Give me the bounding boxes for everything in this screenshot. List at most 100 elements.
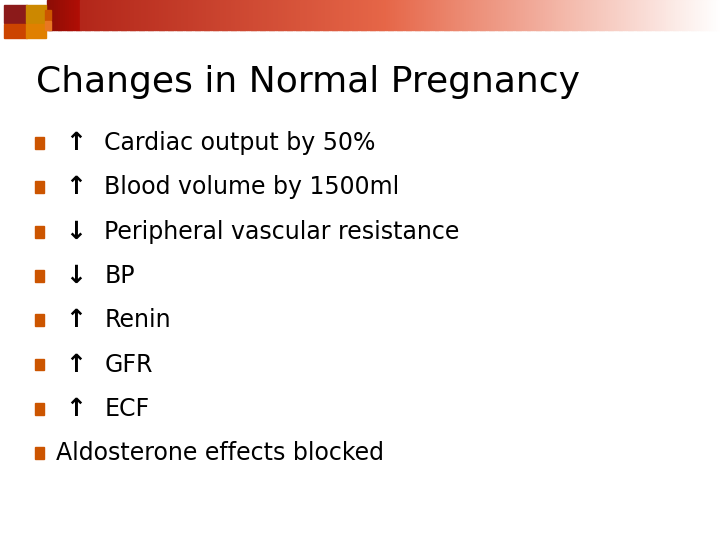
Bar <box>334 0 337 30</box>
Bar <box>545 0 548 30</box>
Bar <box>262 0 265 30</box>
Bar <box>278 0 281 30</box>
Bar <box>217 0 220 30</box>
Bar <box>516 0 518 30</box>
Bar <box>388 0 391 30</box>
Bar <box>392 0 395 30</box>
Bar <box>125 0 128 30</box>
Text: ↑: ↑ <box>65 397 86 421</box>
Bar <box>298 0 301 30</box>
Bar <box>271 0 274 30</box>
Bar <box>678 0 680 30</box>
Bar <box>624 0 626 30</box>
Bar <box>117 0 120 30</box>
Bar <box>485 0 487 30</box>
Bar <box>242 0 245 30</box>
Text: ↑: ↑ <box>65 308 86 332</box>
Bar <box>682 0 685 30</box>
Text: Changes in Normal Pregnancy: Changes in Normal Pregnancy <box>36 65 580 99</box>
Bar <box>354 0 357 30</box>
Bar <box>714 0 716 30</box>
Bar <box>85 0 88 30</box>
Bar <box>670 0 674 30</box>
Bar <box>617 0 620 30</box>
Bar <box>574 0 577 30</box>
Bar <box>238 0 240 30</box>
Bar <box>657 0 660 30</box>
Bar <box>570 0 572 30</box>
Bar <box>435 0 438 30</box>
Bar <box>213 0 216 30</box>
Bar <box>446 0 449 30</box>
Bar <box>258 0 261 30</box>
Bar <box>680 0 683 30</box>
Bar <box>534 0 536 30</box>
Bar <box>173 0 176 30</box>
Bar <box>251 0 254 30</box>
Bar <box>307 0 310 30</box>
Bar <box>143 0 146 30</box>
Bar <box>381 0 384 30</box>
Bar <box>374 0 377 30</box>
Bar <box>361 0 364 30</box>
Bar <box>246 0 250 30</box>
Bar <box>619 0 622 30</box>
Bar <box>518 0 521 30</box>
Bar <box>184 0 186 30</box>
Bar <box>612 0 616 30</box>
Bar <box>328 0 330 30</box>
Bar <box>204 0 207 30</box>
Bar <box>53 0 56 30</box>
Bar <box>310 0 312 30</box>
Bar <box>101 0 104 30</box>
Bar <box>433 0 436 30</box>
Bar <box>529 0 532 30</box>
Bar <box>628 0 631 30</box>
Bar <box>594 0 598 30</box>
Bar <box>547 0 550 30</box>
Bar <box>69 0 72 30</box>
Bar <box>428 0 431 30</box>
Bar <box>615 0 618 30</box>
Bar <box>302 0 305 30</box>
Bar <box>341 0 343 30</box>
Bar <box>421 0 425 30</box>
Bar <box>195 0 198 30</box>
Bar <box>294 0 297 30</box>
Bar <box>610 0 613 30</box>
Bar <box>269 0 272 30</box>
Bar <box>135 0 138 30</box>
Bar <box>244 0 247 30</box>
Bar <box>49 0 52 30</box>
Bar <box>55 0 59 30</box>
Bar <box>4 5 27 23</box>
Bar <box>163 0 166 30</box>
Bar <box>208 0 212 30</box>
Bar <box>556 0 559 30</box>
Bar <box>235 0 238 30</box>
Bar <box>527 0 530 30</box>
Bar <box>597 0 600 30</box>
Bar <box>282 0 285 30</box>
Bar <box>330 0 333 30</box>
Bar <box>660 0 662 30</box>
Bar <box>318 0 321 30</box>
Bar <box>415 0 418 30</box>
Bar <box>395 0 397 30</box>
Bar <box>292 0 294 30</box>
Bar <box>170 0 174 30</box>
Bar <box>96 0 99 30</box>
Text: GFR: GFR <box>104 353 153 376</box>
Bar <box>188 0 191 30</box>
Bar <box>650 0 654 30</box>
Bar <box>489 0 492 30</box>
Bar <box>157 0 160 30</box>
Bar <box>370 0 373 30</box>
Bar <box>561 0 564 30</box>
Bar <box>109 0 112 30</box>
Bar <box>123 0 126 30</box>
Bar <box>648 0 651 30</box>
Bar <box>103 0 106 30</box>
Bar <box>91 0 94 30</box>
Bar <box>698 0 701 30</box>
